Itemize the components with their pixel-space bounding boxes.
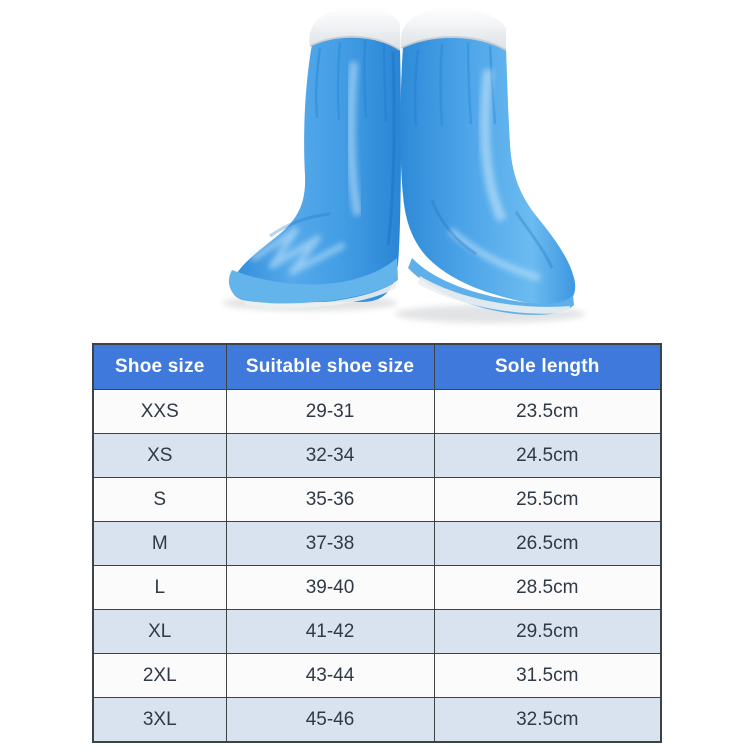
- cell-shoe-size: XL: [92, 609, 227, 654]
- cell-suitable-size: 39-40: [225, 565, 435, 610]
- boot-covers-illustration: [222, 7, 585, 323]
- table-row: XXS 29-31 23.5cm: [92, 389, 662, 434]
- col-header-sole-length: Sole length: [433, 343, 662, 390]
- table-row: XL 41-42 29.5cm: [92, 609, 662, 654]
- cell-sole-length: 28.5cm: [433, 565, 662, 610]
- col-header-shoe-size: Shoe size: [92, 343, 227, 390]
- cell-shoe-size: 3XL: [92, 697, 227, 743]
- cell-shoe-size: XXS: [92, 389, 227, 434]
- cell-suitable-size: 29-31: [225, 389, 435, 434]
- cell-sole-length: 25.5cm: [433, 477, 662, 522]
- cell-shoe-size: 2XL: [92, 653, 227, 698]
- table-row: 2XL 43-44 31.5cm: [92, 653, 662, 698]
- cell-suitable-size: 35-36: [225, 477, 435, 522]
- cell-suitable-size: 37-38: [225, 521, 435, 566]
- cell-sole-length: 31.5cm: [433, 653, 662, 698]
- cell-sole-length: 24.5cm: [433, 433, 662, 478]
- cell-shoe-size: S: [92, 477, 227, 522]
- cell-suitable-size: 41-42: [225, 609, 435, 654]
- cell-suitable-size: 45-46: [225, 697, 435, 743]
- size-chart-table: Shoe size Suitable shoe size Sole length…: [92, 343, 662, 743]
- cell-sole-length: 23.5cm: [433, 389, 662, 434]
- cell-shoe-size: XS: [92, 433, 227, 478]
- cell-sole-length: 29.5cm: [433, 609, 662, 654]
- table-row: M 37-38 26.5cm: [92, 521, 662, 566]
- cell-sole-length: 32.5cm: [433, 697, 662, 743]
- boot-left: [228, 7, 402, 309]
- product-photo: [150, 0, 610, 335]
- cell-suitable-size: 32-34: [225, 433, 435, 478]
- table-row: S 35-36 25.5cm: [92, 477, 662, 522]
- col-header-suitable-shoe-size: Suitable shoe size: [225, 343, 435, 390]
- cell-shoe-size: M: [92, 521, 227, 566]
- table-row: 3XL 45-46 32.5cm: [92, 697, 662, 743]
- boot-right: [400, 7, 576, 315]
- cell-suitable-size: 43-44: [225, 653, 435, 698]
- table-row: L 39-40 28.5cm: [92, 565, 662, 610]
- table-header-row: Shoe size Suitable shoe size Sole length: [92, 343, 662, 390]
- cell-shoe-size: L: [92, 565, 227, 610]
- table-row: XS 32-34 24.5cm: [92, 433, 662, 478]
- cell-sole-length: 26.5cm: [433, 521, 662, 566]
